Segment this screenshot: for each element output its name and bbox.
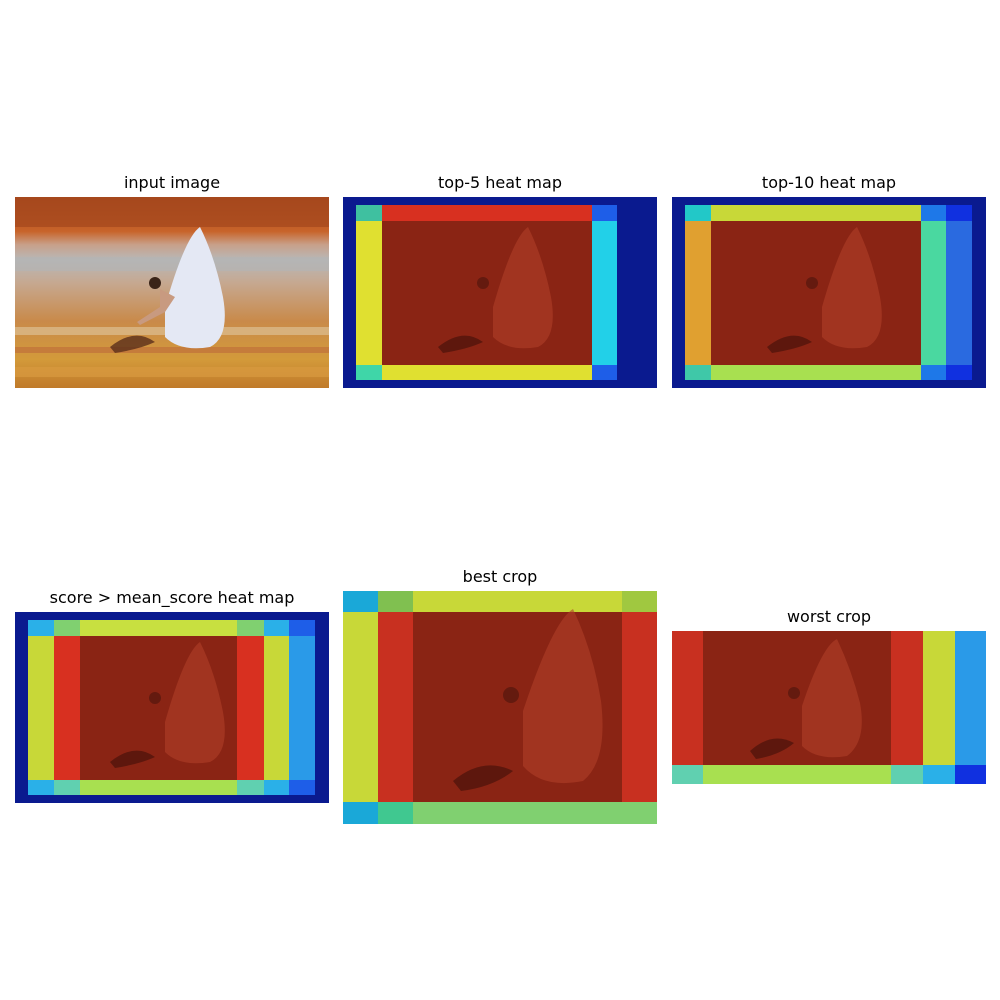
panel-title-mean-score-heatmap: score > mean_score heat map [49,588,295,607]
best-crop-image [343,591,657,824]
heatmap-mean-score [15,612,329,803]
top10-heatmap-image [672,197,986,388]
mean-score-heatmap-image [15,612,329,803]
heatmap-top5 [343,197,657,388]
input-image [15,197,329,388]
panel-title-top5-heatmap: top-5 heat map [438,173,562,192]
photo-dancer-scene [15,197,329,388]
panel-title-best-crop: best crop [462,567,538,586]
top5-heatmap-image [343,197,657,388]
panel-title-top10-heatmap: top-10 heat map [761,173,897,192]
panel-title-input-image: input image [123,173,221,192]
crop-best [343,591,657,824]
heatmap-top10 [672,197,986,388]
panel-title-worst-crop: worst crop [786,607,872,626]
crop-worst [672,631,986,784]
worst-crop-image [672,631,986,784]
